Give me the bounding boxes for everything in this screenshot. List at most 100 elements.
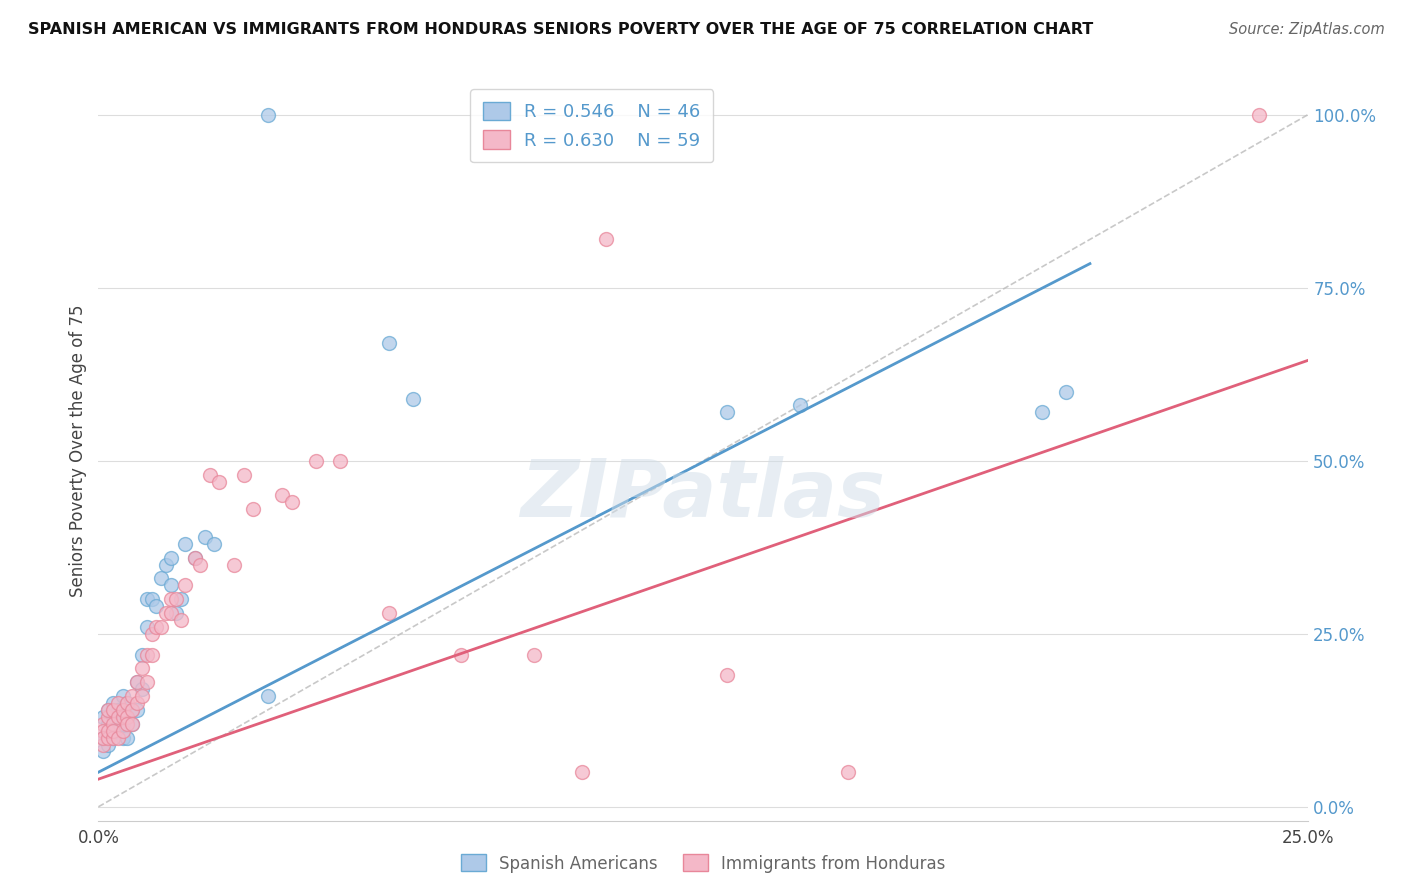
Point <box>174 537 197 551</box>
Point <box>121 716 143 731</box>
Point <box>198 467 221 482</box>
Point <box>184 550 207 565</box>
Point <box>305 454 328 468</box>
Point <box>91 731 114 745</box>
Point <box>208 475 231 489</box>
Point <box>232 467 254 482</box>
Point <box>121 703 143 717</box>
Point <box>1249 108 1271 122</box>
Point <box>117 731 139 745</box>
Point <box>101 696 124 710</box>
Point <box>329 454 352 468</box>
Point <box>281 495 304 509</box>
Point <box>127 703 149 717</box>
Point <box>127 696 149 710</box>
Point <box>789 399 811 413</box>
Point <box>150 620 173 634</box>
Point <box>135 648 157 662</box>
Text: Source: ZipAtlas.com: Source: ZipAtlas.com <box>1229 22 1385 37</box>
Point <box>101 710 124 724</box>
Point <box>101 731 124 745</box>
Point <box>91 738 114 752</box>
Point <box>188 558 211 572</box>
Point <box>184 550 207 565</box>
Point <box>169 592 191 607</box>
Point <box>141 592 163 607</box>
Point <box>97 716 120 731</box>
Point <box>91 723 114 738</box>
Point <box>91 716 114 731</box>
Point <box>150 572 173 586</box>
Point <box>107 723 129 738</box>
Point <box>160 578 183 592</box>
Point <box>111 710 134 724</box>
Point <box>165 592 187 607</box>
Point <box>402 392 425 406</box>
Point <box>97 710 120 724</box>
Point <box>91 744 114 758</box>
Point <box>377 336 399 351</box>
Y-axis label: Seniors Poverty Over the Age of 75: Seniors Poverty Over the Age of 75 <box>69 304 87 597</box>
Point <box>101 723 124 738</box>
Point <box>135 620 157 634</box>
Point <box>155 558 177 572</box>
Point <box>117 710 139 724</box>
Point <box>91 731 114 745</box>
Point <box>450 648 472 662</box>
Point <box>595 232 617 246</box>
Point <box>111 703 134 717</box>
Point <box>716 405 738 419</box>
Point <box>127 675 149 690</box>
Point <box>135 592 157 607</box>
Point <box>1031 405 1053 419</box>
Point <box>121 703 143 717</box>
Point <box>716 668 738 682</box>
Point <box>107 731 129 745</box>
Point <box>107 696 129 710</box>
Point <box>141 648 163 662</box>
Point <box>131 689 153 703</box>
Point <box>97 731 120 745</box>
Point <box>97 703 120 717</box>
Point <box>204 537 226 551</box>
Point <box>121 716 143 731</box>
Point <box>141 627 163 641</box>
Point <box>131 682 153 697</box>
Point <box>135 675 157 690</box>
Point <box>222 558 245 572</box>
Point <box>107 703 129 717</box>
Point <box>117 716 139 731</box>
Point <box>131 648 153 662</box>
Point <box>169 613 191 627</box>
Point <box>256 108 278 122</box>
Point <box>165 606 187 620</box>
Point <box>111 731 134 745</box>
Point <box>107 710 129 724</box>
Point <box>523 648 546 662</box>
Point <box>271 488 294 502</box>
Point <box>97 723 120 738</box>
Point <box>160 606 183 620</box>
Point <box>145 620 167 634</box>
Point <box>101 731 124 745</box>
Point <box>242 502 264 516</box>
Point <box>97 703 120 717</box>
Point <box>117 696 139 710</box>
Point <box>111 723 134 738</box>
Point <box>194 530 217 544</box>
Point <box>160 592 183 607</box>
Point <box>145 599 167 614</box>
Point <box>131 661 153 675</box>
Point <box>91 710 114 724</box>
Point <box>117 710 139 724</box>
Point <box>837 765 859 780</box>
Point <box>97 723 120 738</box>
Point <box>256 689 278 703</box>
Point <box>111 689 134 703</box>
Legend: R = 0.546    N = 46, R = 0.630    N = 59: R = 0.546 N = 46, R = 0.630 N = 59 <box>470 89 713 162</box>
Point <box>160 550 183 565</box>
Legend: Spanish Americans, Immigrants from Honduras: Spanish Americans, Immigrants from Hondu… <box>454 847 952 880</box>
Point <box>127 675 149 690</box>
Point <box>121 689 143 703</box>
Point <box>101 703 124 717</box>
